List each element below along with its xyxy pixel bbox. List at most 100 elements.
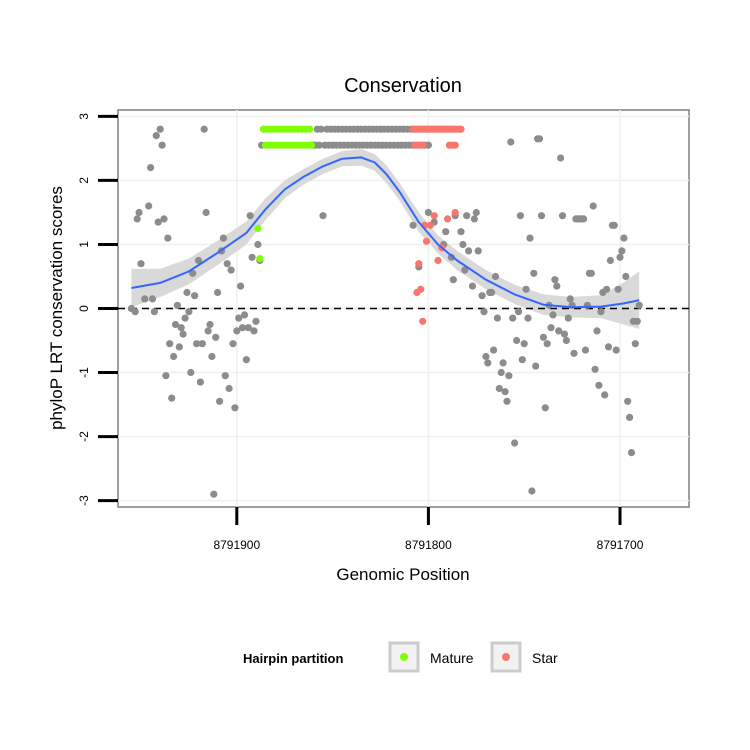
point-other-151 — [488, 288, 496, 297]
point-other-218 — [616, 253, 624, 261]
point-other-133 — [442, 228, 450, 236]
point-other-43 — [216, 397, 224, 405]
point-other-139 — [461, 266, 469, 274]
point-other-138 — [459, 240, 467, 249]
point-other-58 — [244, 324, 252, 332]
point-other-3 — [135, 208, 143, 217]
point-other-228 — [635, 301, 643, 309]
point-other-56 — [240, 311, 249, 319]
point-other-128 — [409, 221, 417, 229]
point-other-38 — [206, 320, 214, 329]
point-other-186 — [555, 327, 563, 335]
point-other-227 — [633, 317, 641, 325]
point-other-203 — [587, 269, 595, 277]
point-star-35 — [422, 237, 431, 245]
point-other-217 — [614, 285, 622, 293]
x-axis-title: Genomic Position — [336, 565, 469, 584]
point-other-156 — [497, 368, 505, 377]
point-other-60 — [248, 253, 256, 261]
point-other-210 — [601, 391, 609, 399]
y-axis-title: phyloP LRT conservation scores — [47, 186, 66, 430]
point-other-149 — [484, 359, 492, 367]
point-other-52 — [233, 327, 241, 335]
point-other-169 — [522, 285, 530, 293]
point-other-192 — [566, 295, 574, 303]
point-other-54 — [237, 282, 245, 290]
point-other-224 — [627, 449, 636, 457]
point-other-223 — [626, 413, 634, 421]
point-other-161 — [507, 138, 515, 146]
point-other-177 — [537, 212, 546, 220]
point-star-36 — [426, 221, 434, 229]
point-other-9 — [150, 308, 158, 316]
point-other-134 — [447, 253, 455, 261]
point-other-59 — [246, 212, 254, 220]
point-other-46 — [221, 372, 229, 380]
point-other-220 — [620, 234, 628, 242]
y-tick-label-0: -3 — [77, 495, 91, 506]
point-other-160 — [505, 372, 513, 380]
point-other-221 — [622, 272, 630, 281]
point-other-49 — [227, 266, 235, 274]
y-tick-label-1: -2 — [77, 431, 91, 442]
point-other-207 — [595, 381, 603, 389]
point-other-182 — [547, 324, 555, 332]
point-other-176 — [535, 135, 544, 143]
point-other-32 — [194, 256, 203, 265]
confidence-band-layer — [131, 149, 640, 329]
x-tick-label-1: 8791800 — [405, 538, 452, 552]
point-other-189 — [560, 330, 569, 338]
point-other-57 — [242, 356, 250, 364]
point-other-226 — [631, 340, 639, 348]
point-other-199 — [580, 215, 588, 223]
point-other-183 — [549, 311, 557, 319]
axes: -3 -2 -1 0 1 2 3 8791900 8791800 8791700 — [77, 113, 644, 552]
point-other-157 — [499, 359, 507, 367]
point-other-6 — [145, 202, 153, 210]
point-star-5 — [419, 141, 427, 149]
point-other-53 — [235, 314, 243, 322]
point-other-135 — [449, 276, 457, 284]
points-layer — [127, 125, 643, 498]
point-other-4 — [137, 260, 145, 268]
point-other-164 — [513, 336, 521, 345]
point-other-1 — [131, 308, 139, 316]
point-star-37 — [430, 212, 438, 220]
point-star-33 — [419, 317, 427, 325]
point-other-37 — [204, 327, 212, 335]
point-other-206 — [593, 327, 601, 335]
point-other-34 — [198, 340, 206, 348]
point-other-71 — [317, 125, 325, 133]
point-star-25 — [457, 125, 465, 133]
point-star-38 — [434, 256, 442, 265]
point-star-32 — [417, 285, 425, 293]
point-other-8 — [148, 295, 157, 303]
point-other-39 — [208, 352, 216, 361]
point-other-168 — [520, 340, 528, 348]
point-other-153 — [491, 272, 500, 281]
point-other-25 — [181, 314, 189, 322]
point-other-222 — [624, 397, 632, 405]
point-other-15 — [162, 372, 170, 380]
point-other-14 — [160, 215, 168, 223]
point-other-184 — [551, 276, 559, 284]
point-other-174 — [532, 362, 540, 370]
point-other-45 — [219, 234, 227, 242]
point-other-158 — [501, 388, 509, 396]
point-other-155 — [495, 384, 503, 393]
point-mature-27 — [256, 255, 264, 263]
point-other-5 — [141, 295, 149, 303]
point-other-141 — [465, 247, 473, 255]
point-other-178 — [539, 333, 548, 341]
point-other-48 — [225, 384, 233, 393]
legend-mature-dot — [400, 653, 408, 661]
point-star-29 — [451, 141, 459, 149]
y-tick-label-4: 1 — [77, 241, 91, 248]
point-other-2 — [133, 215, 141, 223]
point-mature-26 — [254, 224, 262, 233]
point-other-29 — [189, 269, 197, 277]
point-other-19 — [170, 352, 178, 361]
point-other-70 — [315, 141, 323, 149]
point-other-50 — [229, 340, 237, 348]
